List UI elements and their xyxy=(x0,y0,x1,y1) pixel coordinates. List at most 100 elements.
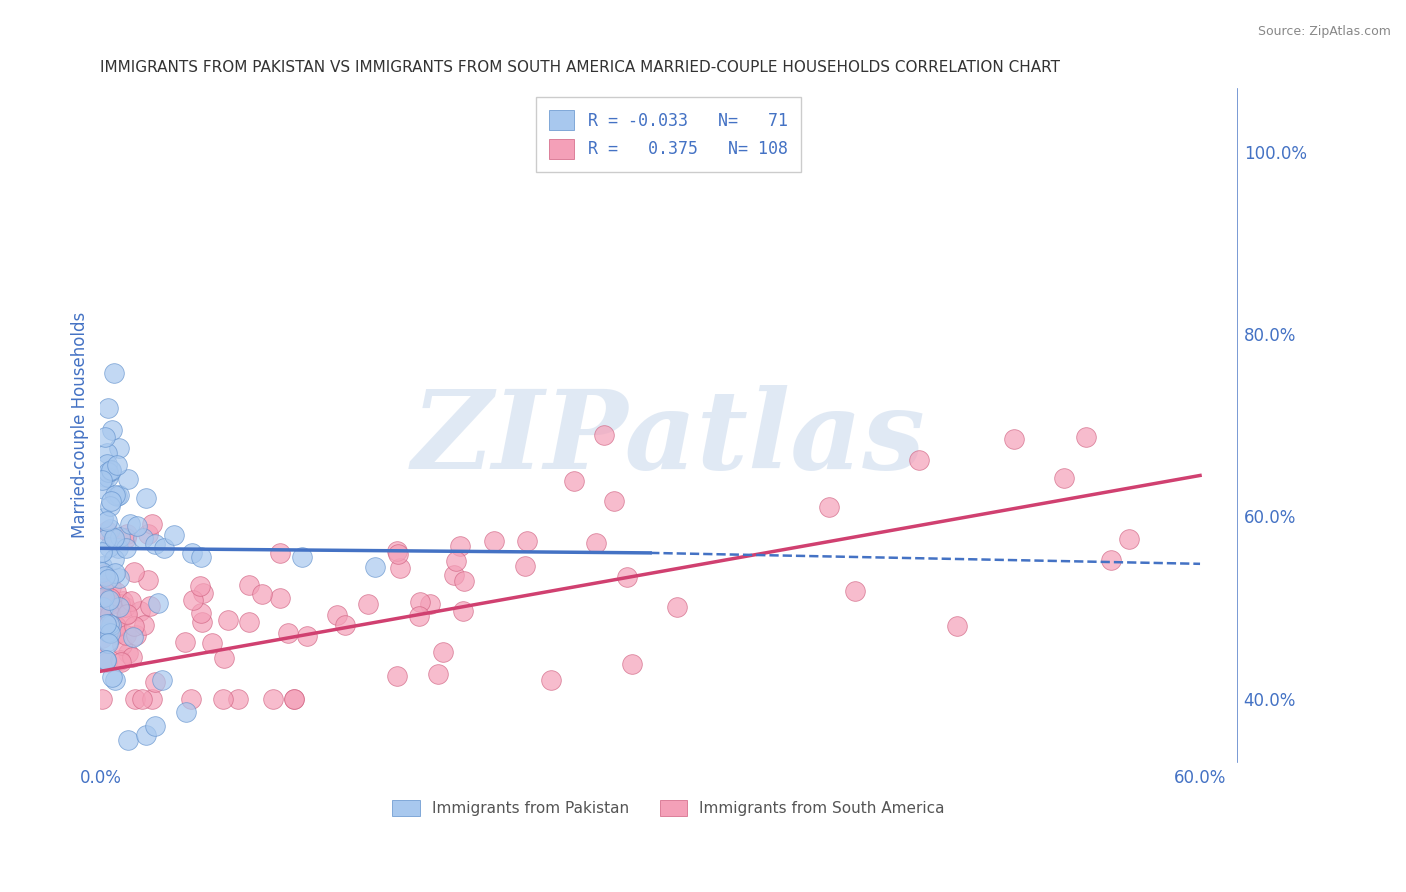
Point xyxy=(174,635,197,649)
Point xyxy=(91,631,114,645)
Point xyxy=(96,446,118,460)
Point xyxy=(212,650,235,665)
Point xyxy=(141,691,163,706)
Point xyxy=(91,599,114,614)
Point xyxy=(592,428,614,442)
Point xyxy=(190,550,212,565)
Point xyxy=(91,581,114,595)
Point xyxy=(111,638,134,652)
Point xyxy=(100,580,122,594)
Point xyxy=(844,584,866,599)
Point xyxy=(94,470,117,484)
Point xyxy=(226,691,249,706)
Point xyxy=(100,607,122,621)
Point xyxy=(122,619,145,633)
Point xyxy=(1099,553,1122,567)
Point xyxy=(100,597,122,611)
Point xyxy=(295,629,318,643)
Point xyxy=(97,573,120,587)
Point xyxy=(91,602,114,616)
Point xyxy=(143,719,166,733)
Point xyxy=(103,551,125,566)
Point xyxy=(269,546,291,560)
Point xyxy=(419,598,441,612)
Point xyxy=(665,600,688,615)
Point xyxy=(98,591,121,605)
Point xyxy=(129,604,152,618)
Point xyxy=(114,531,136,545)
Point xyxy=(153,541,176,556)
Point xyxy=(125,518,148,533)
Point xyxy=(190,607,212,621)
Point xyxy=(96,524,118,539)
Point xyxy=(269,591,291,605)
Point xyxy=(104,618,127,632)
Point xyxy=(453,574,475,588)
Point xyxy=(482,534,505,549)
Point xyxy=(100,464,122,478)
Point xyxy=(94,532,117,546)
Point xyxy=(115,607,138,622)
Point xyxy=(364,559,387,574)
Point xyxy=(91,691,114,706)
Point xyxy=(357,597,380,611)
Point xyxy=(250,587,273,601)
Point xyxy=(91,559,114,574)
Point xyxy=(138,573,160,587)
Point xyxy=(105,489,128,503)
Point xyxy=(98,522,121,536)
Point xyxy=(91,545,114,559)
Text: Source: ZipAtlas.com: Source: ZipAtlas.com xyxy=(1258,25,1392,38)
Point xyxy=(97,625,120,640)
Point xyxy=(945,619,967,633)
Point xyxy=(1053,471,1076,485)
Point xyxy=(101,423,124,437)
Point xyxy=(97,593,120,607)
Point xyxy=(91,615,114,629)
Point xyxy=(108,529,131,543)
Point xyxy=(516,534,538,549)
Point xyxy=(148,596,170,610)
Point xyxy=(562,475,585,489)
Point xyxy=(115,541,138,555)
Point xyxy=(108,441,131,455)
Point xyxy=(191,586,214,600)
Point xyxy=(190,615,212,629)
Point xyxy=(238,615,260,630)
Point xyxy=(335,618,357,632)
Point xyxy=(117,472,139,486)
Point xyxy=(94,430,117,444)
Point xyxy=(121,649,143,664)
Point xyxy=(283,691,305,706)
Point xyxy=(97,401,120,415)
Point xyxy=(96,458,118,472)
Point xyxy=(93,591,115,605)
Legend: Immigrants from Pakistan, Immigrants from South America: Immigrants from Pakistan, Immigrants fro… xyxy=(387,794,950,822)
Point xyxy=(907,453,929,467)
Point xyxy=(104,627,127,641)
Point xyxy=(283,691,305,706)
Point xyxy=(96,592,118,607)
Point xyxy=(111,594,134,608)
Point xyxy=(97,540,120,554)
Point xyxy=(443,567,465,582)
Point xyxy=(1118,532,1140,546)
Point xyxy=(100,494,122,508)
Point xyxy=(131,691,153,706)
Point xyxy=(122,566,145,580)
Point xyxy=(91,591,114,606)
Point xyxy=(620,657,643,671)
Point xyxy=(817,500,839,514)
Point xyxy=(408,608,430,623)
Point xyxy=(97,633,120,648)
Point xyxy=(96,656,118,670)
Point xyxy=(451,605,474,619)
Point xyxy=(427,667,450,681)
Point xyxy=(120,593,142,607)
Point xyxy=(104,566,127,580)
Point xyxy=(104,673,127,688)
Point xyxy=(188,579,211,593)
Point xyxy=(174,705,197,719)
Point xyxy=(115,526,138,541)
Point xyxy=(432,645,454,659)
